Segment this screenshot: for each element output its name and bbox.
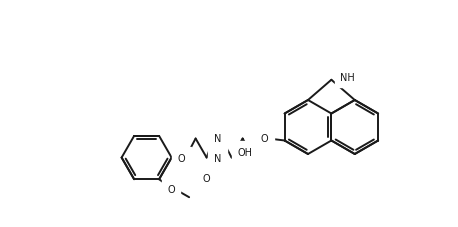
Text: O: O — [167, 184, 175, 194]
Text: NH: NH — [340, 72, 355, 82]
Text: O: O — [203, 173, 210, 183]
Text: O: O — [261, 134, 268, 144]
Text: N: N — [214, 134, 221, 144]
Text: O: O — [178, 153, 185, 163]
Text: OH: OH — [237, 147, 252, 157]
Text: N: N — [214, 154, 221, 164]
